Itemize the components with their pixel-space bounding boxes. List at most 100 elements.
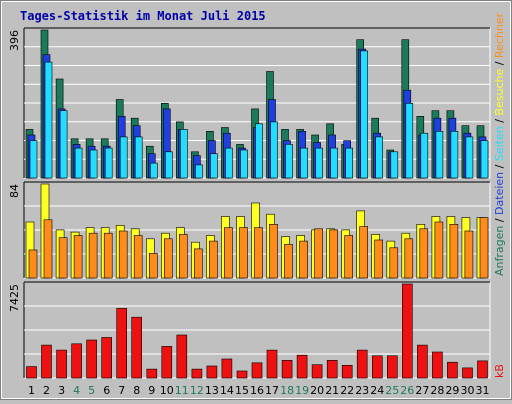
x-tick-label: 7 [118, 384, 125, 397]
bar-seiten-day-7 [119, 136, 128, 179]
x-tick-label: 8 [133, 384, 140, 397]
x-tick-label: 9 [148, 384, 155, 397]
x-tick-label: 21 [325, 384, 339, 397]
x-tick-label: 22 [340, 384, 354, 397]
bottom-panel: 7425 [8, 281, 491, 379]
x-tick-label: 20 [310, 384, 324, 397]
bar-rechner-day-3 [58, 237, 68, 279]
bar-rechner-day-7 [118, 230, 128, 279]
x-tick-label: 4 [73, 384, 80, 397]
legend-entry: Dateien [493, 168, 506, 215]
x-tick-label: 18 [280, 384, 294, 397]
bar-kb-day-13 [206, 365, 218, 379]
bar-rechner-day-29 [449, 224, 459, 279]
bar-seiten-day-22 [345, 147, 354, 179]
bar-rechner-day-10 [164, 238, 173, 279]
x-tick-label: 28 [430, 384, 444, 397]
bar-kb-day-15 [236, 370, 248, 379]
bar-rechner-day-15 [239, 227, 248, 279]
bottom-ymax-label: 7425 [8, 284, 21, 312]
bar-seiten-day-13 [210, 153, 218, 179]
x-tick-label: 6 [103, 384, 110, 397]
bar-seiten-day-3 [59, 110, 68, 179]
legend-entry: / [493, 58, 506, 65]
bar-seiten-day-18 [285, 144, 293, 179]
bar-rechner-day-12 [194, 248, 203, 279]
x-tick-label: 24 [370, 384, 384, 397]
bar-seiten-day-14 [225, 147, 233, 179]
bar-rechner-day-19 [299, 240, 308, 279]
legend-entry: Seiten [493, 123, 506, 161]
bar-kb-day-7 [116, 308, 127, 379]
legend-entry: / [493, 161, 506, 168]
x-tick-label: 3 [58, 384, 65, 397]
x-tick-label: 25 [385, 384, 399, 397]
top-panel: 396 [8, 27, 491, 179]
top-ymax-label: 396 [8, 30, 21, 51]
bar-rechner-day-22 [344, 235, 354, 279]
x-tick-label: 5 [88, 384, 95, 397]
bar-rechner-day-8 [133, 235, 143, 279]
bar-kb-day-16 [251, 362, 263, 379]
x-tick-label: 31 [476, 384, 490, 397]
bar-rechner-day-5 [88, 232, 98, 279]
bar-seiten-day-26 [405, 103, 414, 179]
bar-rechner-day-18 [284, 244, 293, 279]
middle-panel: 84 [8, 181, 491, 279]
bar-kb-day-18 [281, 359, 293, 379]
bar-rechner-day-21 [329, 229, 338, 279]
bar-kb-day-28 [432, 351, 443, 379]
bar-rechner-day-1 [28, 249, 38, 279]
x-tick-label: 1 [28, 384, 35, 397]
x-tick-label: 10 [160, 384, 174, 397]
bar-rechner-day-4 [73, 235, 83, 279]
bar-seiten-day-30 [465, 136, 474, 179]
bar-rechner-day-24 [374, 239, 384, 279]
bar-seiten-day-19 [300, 147, 308, 179]
bar-seiten-day-24 [375, 136, 384, 179]
bar-kb-day-25 [386, 355, 398, 379]
bar-seiten-day-4 [74, 147, 83, 179]
bar-seiten-day-17 [270, 121, 278, 179]
bar-seiten-day-15 [240, 149, 248, 179]
bar-kb-day-22 [341, 364, 353, 379]
bar-rechner-day-6 [103, 232, 113, 279]
x-tick-label: 19 [295, 384, 309, 397]
bar-kb-day-24 [371, 355, 383, 379]
bar-rechner-day-13 [209, 240, 218, 279]
bar-rechner-day-28 [434, 221, 444, 279]
bar-seiten-day-9 [150, 162, 158, 179]
bar-kb-day-26 [401, 283, 413, 379]
x-tick-label: 30 [461, 384, 475, 397]
bar-rechner-day-2 [43, 219, 53, 279]
bar-seiten-day-27 [420, 132, 429, 179]
bar-kb-day-30 [462, 367, 473, 379]
bar-kb-day-20 [311, 364, 323, 379]
bar-seiten-day-23 [360, 50, 369, 179]
x-tick-label: 14 [220, 384, 234, 397]
bar-kb-day-12 [191, 368, 203, 379]
bar-kb-day-29 [447, 361, 458, 379]
middle-ymax-label: 84 [8, 184, 21, 198]
x-tick-label: 2 [43, 384, 50, 397]
x-tick-label: 26 [400, 384, 414, 397]
bar-rechner-day-20 [314, 228, 323, 279]
bar-rechner-day-11 [179, 234, 188, 279]
bar-seiten-day-29 [450, 131, 459, 179]
legend-entry: kB [493, 364, 506, 378]
bar-kb-day-8 [131, 316, 142, 379]
bar-kb-day-11 [176, 334, 188, 379]
bar-seiten-day-10 [165, 151, 173, 179]
x-tick-label: 11 [175, 384, 189, 397]
legend-entry: / [493, 116, 506, 123]
bar-seiten-day-16 [255, 123, 263, 179]
x-tick-label: 23 [355, 384, 369, 397]
bar-seiten-day-8 [134, 136, 143, 179]
x-tick-label: 15 [235, 384, 249, 397]
x-tick-label: 13 [205, 384, 219, 397]
bar-seiten-day-1 [29, 140, 38, 179]
bar-kb-day-23 [356, 349, 368, 379]
bar-kb-day-14 [221, 358, 233, 379]
bar-rechner-day-16 [254, 227, 263, 279]
